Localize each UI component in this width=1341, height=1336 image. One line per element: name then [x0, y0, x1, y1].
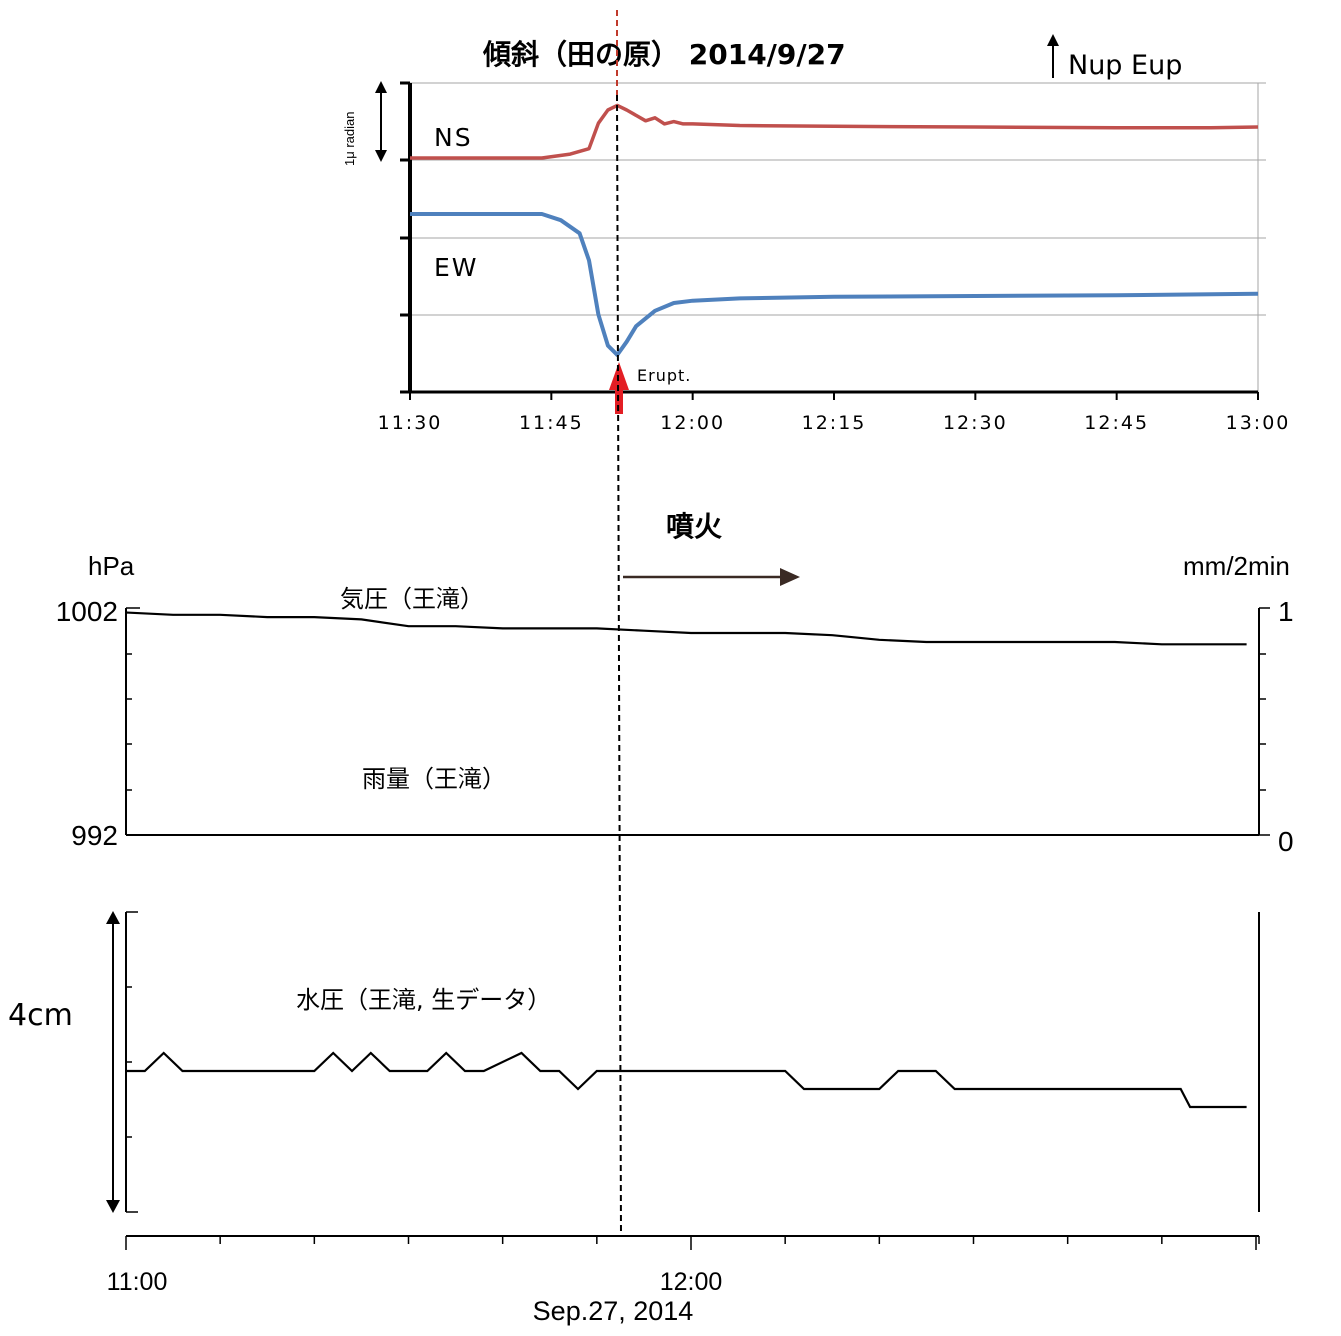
water-ticks: [126, 911, 138, 1213]
pressure-panel: 噴火 hPa mm/2min 1002 992 1 0 気圧（: [56, 510, 1294, 857]
series-label-ns: NS: [434, 123, 473, 152]
x-tick-label: 11:45: [519, 412, 584, 434]
series-line-water: [126, 1051, 1247, 1109]
x-tick-label: 11:30: [378, 412, 443, 434]
radian-scale-bar: [375, 81, 387, 162]
date-label: Sep.27, 2014: [533, 1296, 694, 1326]
tilt-panel: 傾斜（田の原） 2014/9/27 Nup Eup 11:30 11:45 12:0…: [342, 34, 1291, 434]
cm-scale-label: 4cm: [8, 998, 73, 1033]
cm-scale-bar: [106, 911, 120, 1213]
series-line-ew: [410, 212, 1259, 357]
series-label-water: 水圧（王滝, 生データ）: [296, 986, 551, 1014]
x-tick-label: 12:00: [660, 412, 725, 434]
eruption-line: [616, 94, 622, 1237]
left-axis-top: 1002: [56, 596, 118, 627]
time-tick-label: 12:00: [660, 1268, 723, 1296]
tilt-x-ticks: 11:30 11:45 12:00 12:15 12:30 12:45 13:00: [378, 392, 1291, 434]
left-axis-bottom: 992: [71, 820, 118, 851]
x-tick-label: 12:45: [1084, 412, 1149, 434]
tilt-gridlines: [410, 82, 1266, 392]
direction-note: Nup Eup: [1068, 50, 1182, 81]
series-line-ns: [410, 103, 1259, 160]
x-tick-label: 13:00: [1226, 412, 1291, 434]
direction-arrow-icon: [1047, 34, 1059, 78]
pressure-ticks: [126, 607, 1270, 836]
tilt-y-ticks: [400, 81, 410, 394]
right-axis-units: mm/2min: [1183, 551, 1290, 581]
time-tick-label: 11:00: [107, 1268, 168, 1296]
series-line-pressure: [125, 611, 1247, 646]
series-label-rain: 雨量（王滝）: [362, 765, 506, 793]
time-axis-ticks: [125, 1236, 1260, 1250]
water-panel: 4cm 水圧（王滝, 生データ） 11:00 12:00 Sep.27, 201…: [8, 911, 1260, 1326]
series-label-ew: EW: [434, 253, 479, 282]
right-axis-bottom: 0: [1278, 826, 1294, 857]
series-label-pressure: 気圧（王滝）: [340, 585, 484, 613]
eruption-text: 噴火: [666, 510, 722, 543]
eruption-period-arrow-icon: [623, 568, 800, 586]
eruption-label: Erupt.: [637, 366, 691, 385]
radian-scale-label: 1μ radian: [342, 112, 357, 166]
x-tick-label: 12:30: [943, 412, 1008, 434]
left-axis-units: hPa: [88, 551, 135, 581]
right-axis-top: 1: [1278, 596, 1294, 627]
tilt-chart-title: 傾斜（田の原） 2014/9/27: [482, 38, 846, 71]
x-tick-label: 12:15: [802, 412, 867, 434]
